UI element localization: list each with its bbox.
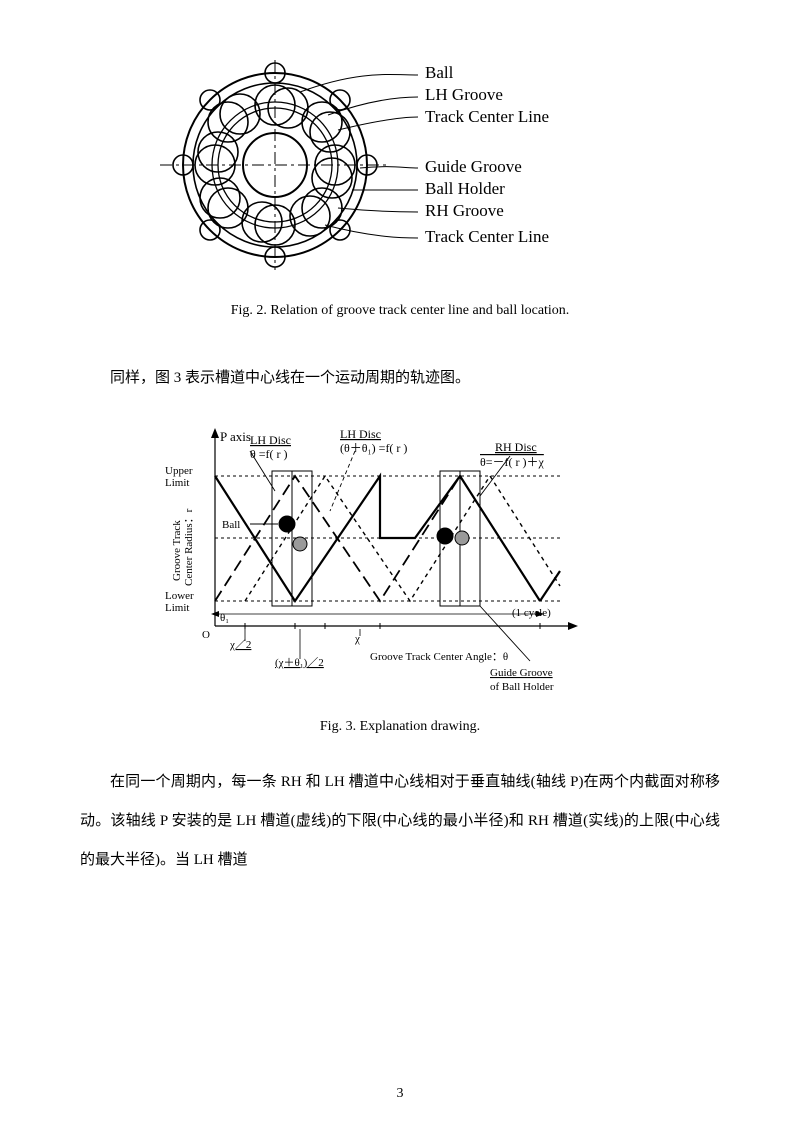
- fig3-chi2: χ／2: [229, 638, 251, 651]
- fig2-label-guide: Guide Groove: [425, 157, 522, 176]
- fig3-chi-theta2: (χ＋θ₁)／2: [275, 656, 324, 669]
- fig3-upper-limit: Limit: [165, 477, 189, 489]
- paragraph-2: 在同一个周期内，每一条 RH 和 LH 槽道中心线相对于垂直轴线(轴线 P)在两…: [80, 763, 720, 880]
- fig2-label-holder: Ball Holder: [425, 179, 505, 198]
- fig3-groove-track: Groove Track: [171, 520, 183, 581]
- fig2-caption: Fig. 2. Relation of groove track center …: [80, 303, 720, 319]
- fig3-rhb: θ=－f( r )＋χ: [480, 455, 545, 469]
- fig2-label-lh-groove: LH Groove: [425, 85, 503, 104]
- fig3-lh2a: LH Disc: [340, 427, 381, 441]
- figure-3: P axis Upper Limit Lower Limit Groove Tr…: [80, 416, 720, 735]
- page-number: 3: [0, 1086, 800, 1102]
- fig3-cycle: (1 cycle): [512, 607, 551, 619]
- fig3-diagram: P axis Upper Limit Lower Limit Groove Tr…: [160, 416, 640, 706]
- fig3-ball-label: Ball: [222, 519, 240, 531]
- fig3-guide: Guide Groove: [490, 667, 553, 679]
- fig2-label-rh-groove: RH Groove: [425, 201, 504, 220]
- fig2-label-ball: Ball: [425, 63, 454, 82]
- fig3-p-axis: P axis: [220, 429, 251, 444]
- fig3-lower: Lower: [165, 590, 194, 602]
- fig3-holder2: of Ball Holder: [490, 681, 554, 693]
- fig3-upper: Upper: [165, 465, 193, 477]
- fig3-O: O: [202, 629, 210, 641]
- fig3-theta1: θ₁: [220, 612, 229, 624]
- paragraph-1: 同样，图 3 表示槽道中心线在一个运动周期的轨迹图。: [80, 359, 720, 398]
- fig3-lh2b: (θ＋θ₁) =f( r ): [340, 441, 407, 455]
- fig3-lower-limit: Limit: [165, 602, 189, 614]
- fig3-chi: χ: [354, 633, 360, 645]
- fig3-center-radius: Center Radius：r: [183, 508, 195, 586]
- fig3-rha: RH Disc: [495, 440, 537, 454]
- figure-2: Ball LH Groove Track Center Line Guide G…: [80, 50, 720, 319]
- fig2-diagram: Ball LH Groove Track Center Line Guide G…: [140, 50, 660, 290]
- fig2-label-rh-track: Track Center Line: [425, 227, 549, 246]
- fig3-caption: Fig. 3. Explanation drawing.: [80, 719, 720, 735]
- fig3-angle: Groove Track Center Angle：θ: [370, 651, 508, 663]
- fig2-label-lh-track: Track Center Line: [425, 107, 549, 126]
- fig3-lh1b: θ =f( r ): [250, 447, 288, 461]
- fig3-lh1a: LH Disc: [250, 433, 291, 447]
